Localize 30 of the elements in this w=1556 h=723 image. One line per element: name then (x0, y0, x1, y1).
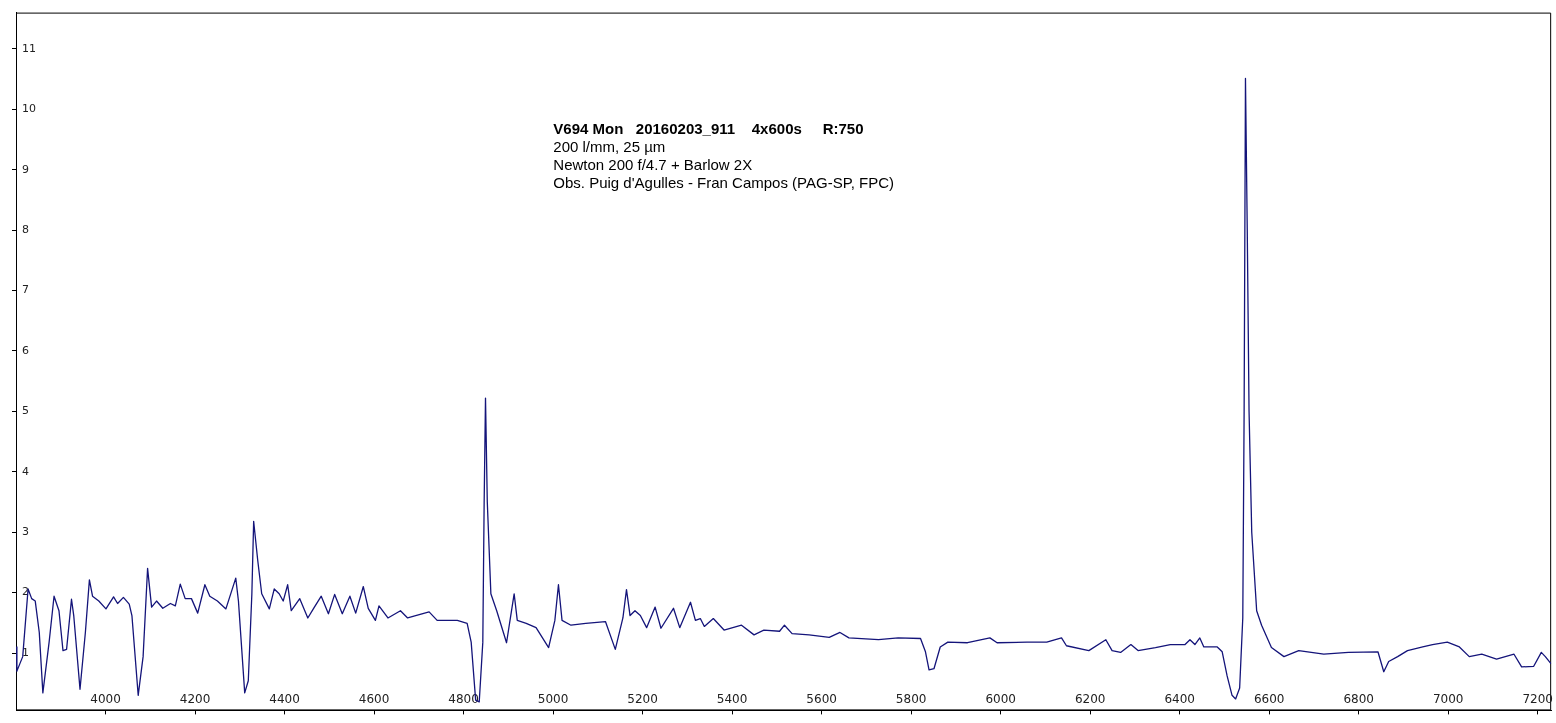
x-tick-label: 5000 (537, 692, 569, 707)
x-tick-label: 7000 (1432, 692, 1464, 707)
y-tick-label: 10 (22, 102, 36, 116)
x-tick-label: 4400 (269, 692, 300, 707)
x-tick-label: 5600 (806, 692, 837, 707)
y-tick-label: 4 (22, 464, 29, 478)
y-tick-label: 9 (22, 162, 29, 176)
y-tick-label: 1 (22, 645, 29, 659)
x-tick-label: 4000 (90, 692, 121, 707)
y-tick-label: 6 (22, 343, 29, 357)
x-tick-label: 4200 (179, 692, 211, 707)
x-tick-label: 6800 (1343, 692, 1374, 707)
y-tick-label: 5 (22, 404, 29, 418)
y-tick-label: 8 (22, 222, 29, 236)
x-tick-label: 6400 (1164, 692, 1195, 707)
x-tick-label: 5800 (895, 692, 927, 707)
text: V694 Mon 20160203_911 4x600s R:750 (553, 120, 864, 137)
x-tick-label: 4600 (358, 692, 390, 707)
annotation: 200 l/mm, 25 µm (553, 138, 666, 155)
x-tick-label: 4800 (448, 692, 479, 707)
y-tick-label: 3 (22, 525, 29, 539)
y-tick-label: 11 (22, 41, 36, 55)
x-tick-label: 6000 (985, 692, 1016, 707)
y-tick-label: 7 (22, 283, 29, 297)
x-tick-label: 5200 (627, 692, 658, 707)
x-tick-label: 6600 (1253, 692, 1285, 707)
annotation: Newton 200 f/4.7 + Barlow 2X (553, 156, 753, 173)
x-tick-label: 5400 (716, 692, 748, 707)
annotation: Obs. Puig d'Agulles - Fran Campos (PAG-SP, FPC) (553, 174, 895, 191)
x-tick-label: 6200 (1074, 692, 1106, 707)
